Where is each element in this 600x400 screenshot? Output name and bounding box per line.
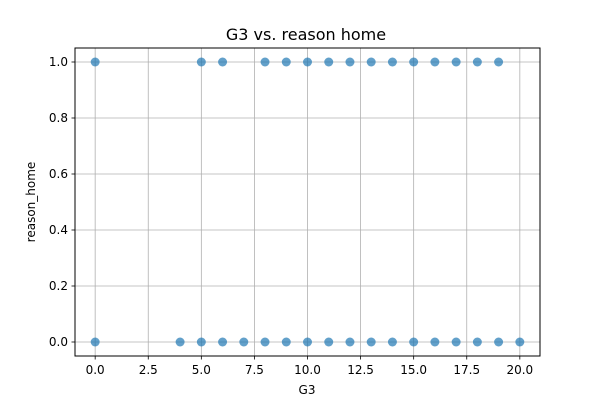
data-point bbox=[303, 57, 312, 67]
y-axis: 0.0 0.2 0.4 0.6 0.8 1.0 bbox=[49, 55, 75, 349]
data-point bbox=[515, 337, 525, 347]
chart-title: G3 vs. reason home bbox=[226, 25, 386, 44]
x-tick-label: 10.0 bbox=[294, 363, 321, 377]
x-axis: 0.0 2.5 5.0 7.5 10.0 12.5 15.0 17.5 20.0 bbox=[86, 356, 533, 377]
y-tick-label: 0.2 bbox=[49, 279, 68, 293]
data-point bbox=[218, 57, 228, 67]
y-tick-label: 0.4 bbox=[49, 223, 68, 237]
data-point bbox=[430, 57, 440, 67]
data-point bbox=[324, 337, 334, 347]
y-axis-label: reason_home bbox=[24, 162, 38, 243]
data-point bbox=[260, 337, 270, 347]
x-tick-label: 12.5 bbox=[347, 363, 374, 377]
data-point bbox=[281, 57, 291, 67]
data-point bbox=[345, 337, 355, 347]
grid bbox=[75, 48, 540, 356]
data-point bbox=[472, 57, 482, 67]
x-tick-label: 17.5 bbox=[453, 363, 480, 377]
data-point bbox=[387, 57, 397, 67]
data-point bbox=[324, 57, 334, 67]
data-point bbox=[494, 337, 504, 347]
data-point bbox=[175, 337, 185, 347]
x-tick-label: 20.0 bbox=[506, 363, 533, 377]
data-point bbox=[196, 57, 206, 67]
data-point bbox=[218, 337, 228, 347]
data-point bbox=[303, 337, 312, 347]
x-tick-label: 0.0 bbox=[86, 363, 105, 377]
x-tick-label: 5.0 bbox=[192, 363, 211, 377]
data-point bbox=[387, 337, 397, 347]
y-tick-label: 1.0 bbox=[49, 55, 68, 69]
x-tick-label: 2.5 bbox=[139, 363, 158, 377]
data-point bbox=[409, 337, 419, 347]
data-point bbox=[430, 337, 440, 347]
data-point bbox=[366, 337, 376, 347]
data-point bbox=[260, 57, 270, 67]
data-point bbox=[451, 57, 461, 67]
data-point bbox=[281, 337, 291, 347]
data-point bbox=[239, 337, 249, 347]
data-point bbox=[196, 337, 206, 347]
data-point bbox=[451, 337, 461, 347]
y-tick-label: 0.8 bbox=[49, 111, 68, 125]
x-axis-label: G3 bbox=[299, 383, 316, 397]
x-tick-label: 7.5 bbox=[245, 363, 264, 377]
data-points bbox=[90, 57, 525, 347]
data-point bbox=[90, 337, 100, 347]
data-point bbox=[494, 57, 504, 67]
data-point bbox=[472, 337, 482, 347]
data-point bbox=[409, 57, 419, 67]
x-tick-label: 15.0 bbox=[400, 363, 427, 377]
data-point bbox=[345, 57, 355, 67]
data-point bbox=[366, 57, 376, 67]
y-tick-label: 0.6 bbox=[49, 167, 68, 181]
data-point bbox=[90, 57, 100, 67]
y-tick-label: 0.0 bbox=[49, 335, 68, 349]
